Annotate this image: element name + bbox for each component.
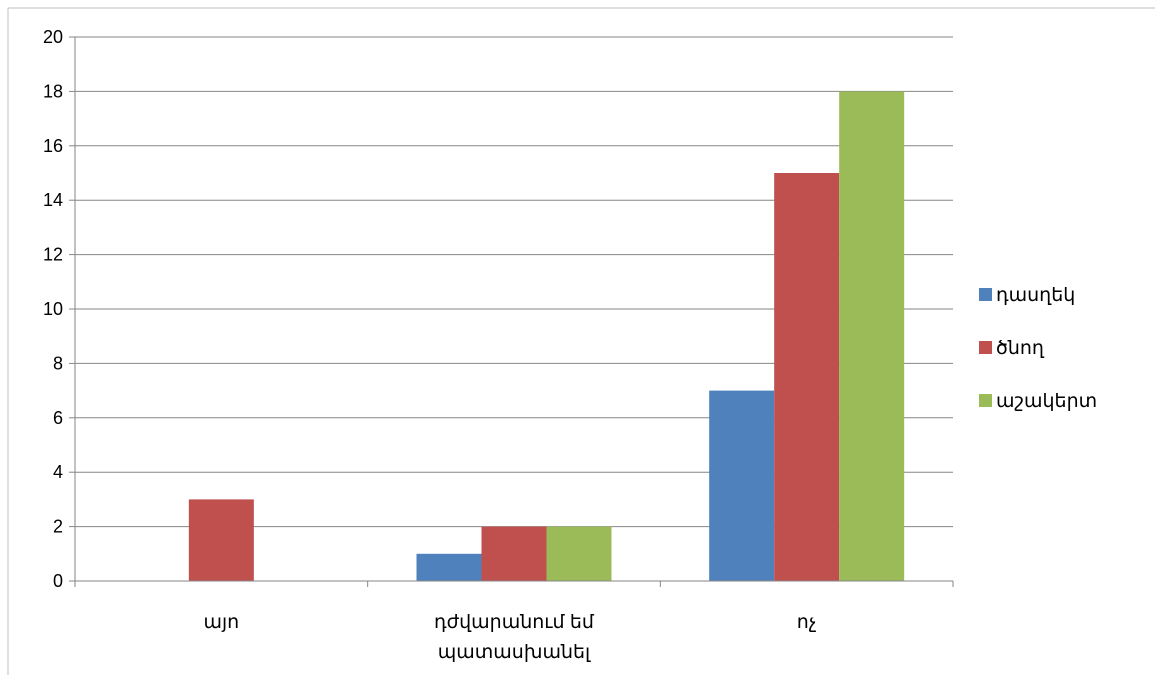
legend-swatch	[979, 288, 992, 301]
y-tick-label: 10	[43, 299, 63, 319]
bar-series-2	[774, 173, 840, 581]
x-tick-label-line: ոչ	[797, 612, 817, 633]
y-tick-label: 2	[53, 517, 63, 537]
legend-label: ծնող	[996, 338, 1045, 359]
x-tick-labels: այո դժվարանում եմ պատասխանել ոչ	[203, 612, 816, 663]
bar-series-1	[709, 390, 775, 581]
legend-label: դասղեկ	[996, 285, 1075, 306]
axes	[69, 36, 954, 587]
bar-series-2	[481, 526, 547, 581]
legend-label: աշակերտ	[996, 391, 1097, 412]
legend-swatch	[979, 341, 992, 354]
y-tick-label: 18	[43, 81, 63, 101]
bar-series-2	[188, 499, 254, 581]
y-tick-label: 6	[53, 408, 63, 428]
y-tick-label: 20	[43, 27, 63, 47]
x-tick-label-line: դժվարանում եմ	[434, 612, 595, 633]
y-tick-label: 8	[53, 353, 63, 373]
y-tick-label: 12	[43, 245, 63, 265]
y-tick-labels: 0 2 4 6 8 10 12 14 16 18 20	[43, 27, 63, 591]
y-tick-label: 14	[43, 190, 63, 210]
x-tick-label-line: այո	[203, 612, 239, 633]
y-tick-label: 16	[43, 136, 63, 156]
x-tick-label: ոչ	[797, 612, 817, 633]
bars	[188, 91, 905, 582]
y-tick-label: 4	[53, 462, 63, 482]
y-tick-label: 0	[53, 571, 63, 591]
x-tick-label: դժվարանում եմ պատասխանել	[434, 612, 595, 663]
x-tick-label-line: պատասխանել	[438, 642, 591, 663]
x-tick-label: այո	[203, 612, 239, 633]
bar-series-3	[546, 526, 612, 581]
legend: դասղեկ ծնող աշակերտ	[979, 285, 1097, 412]
legend-swatch	[979, 394, 992, 407]
bar-series-1	[416, 553, 482, 581]
bar-series-3	[839, 91, 905, 582]
